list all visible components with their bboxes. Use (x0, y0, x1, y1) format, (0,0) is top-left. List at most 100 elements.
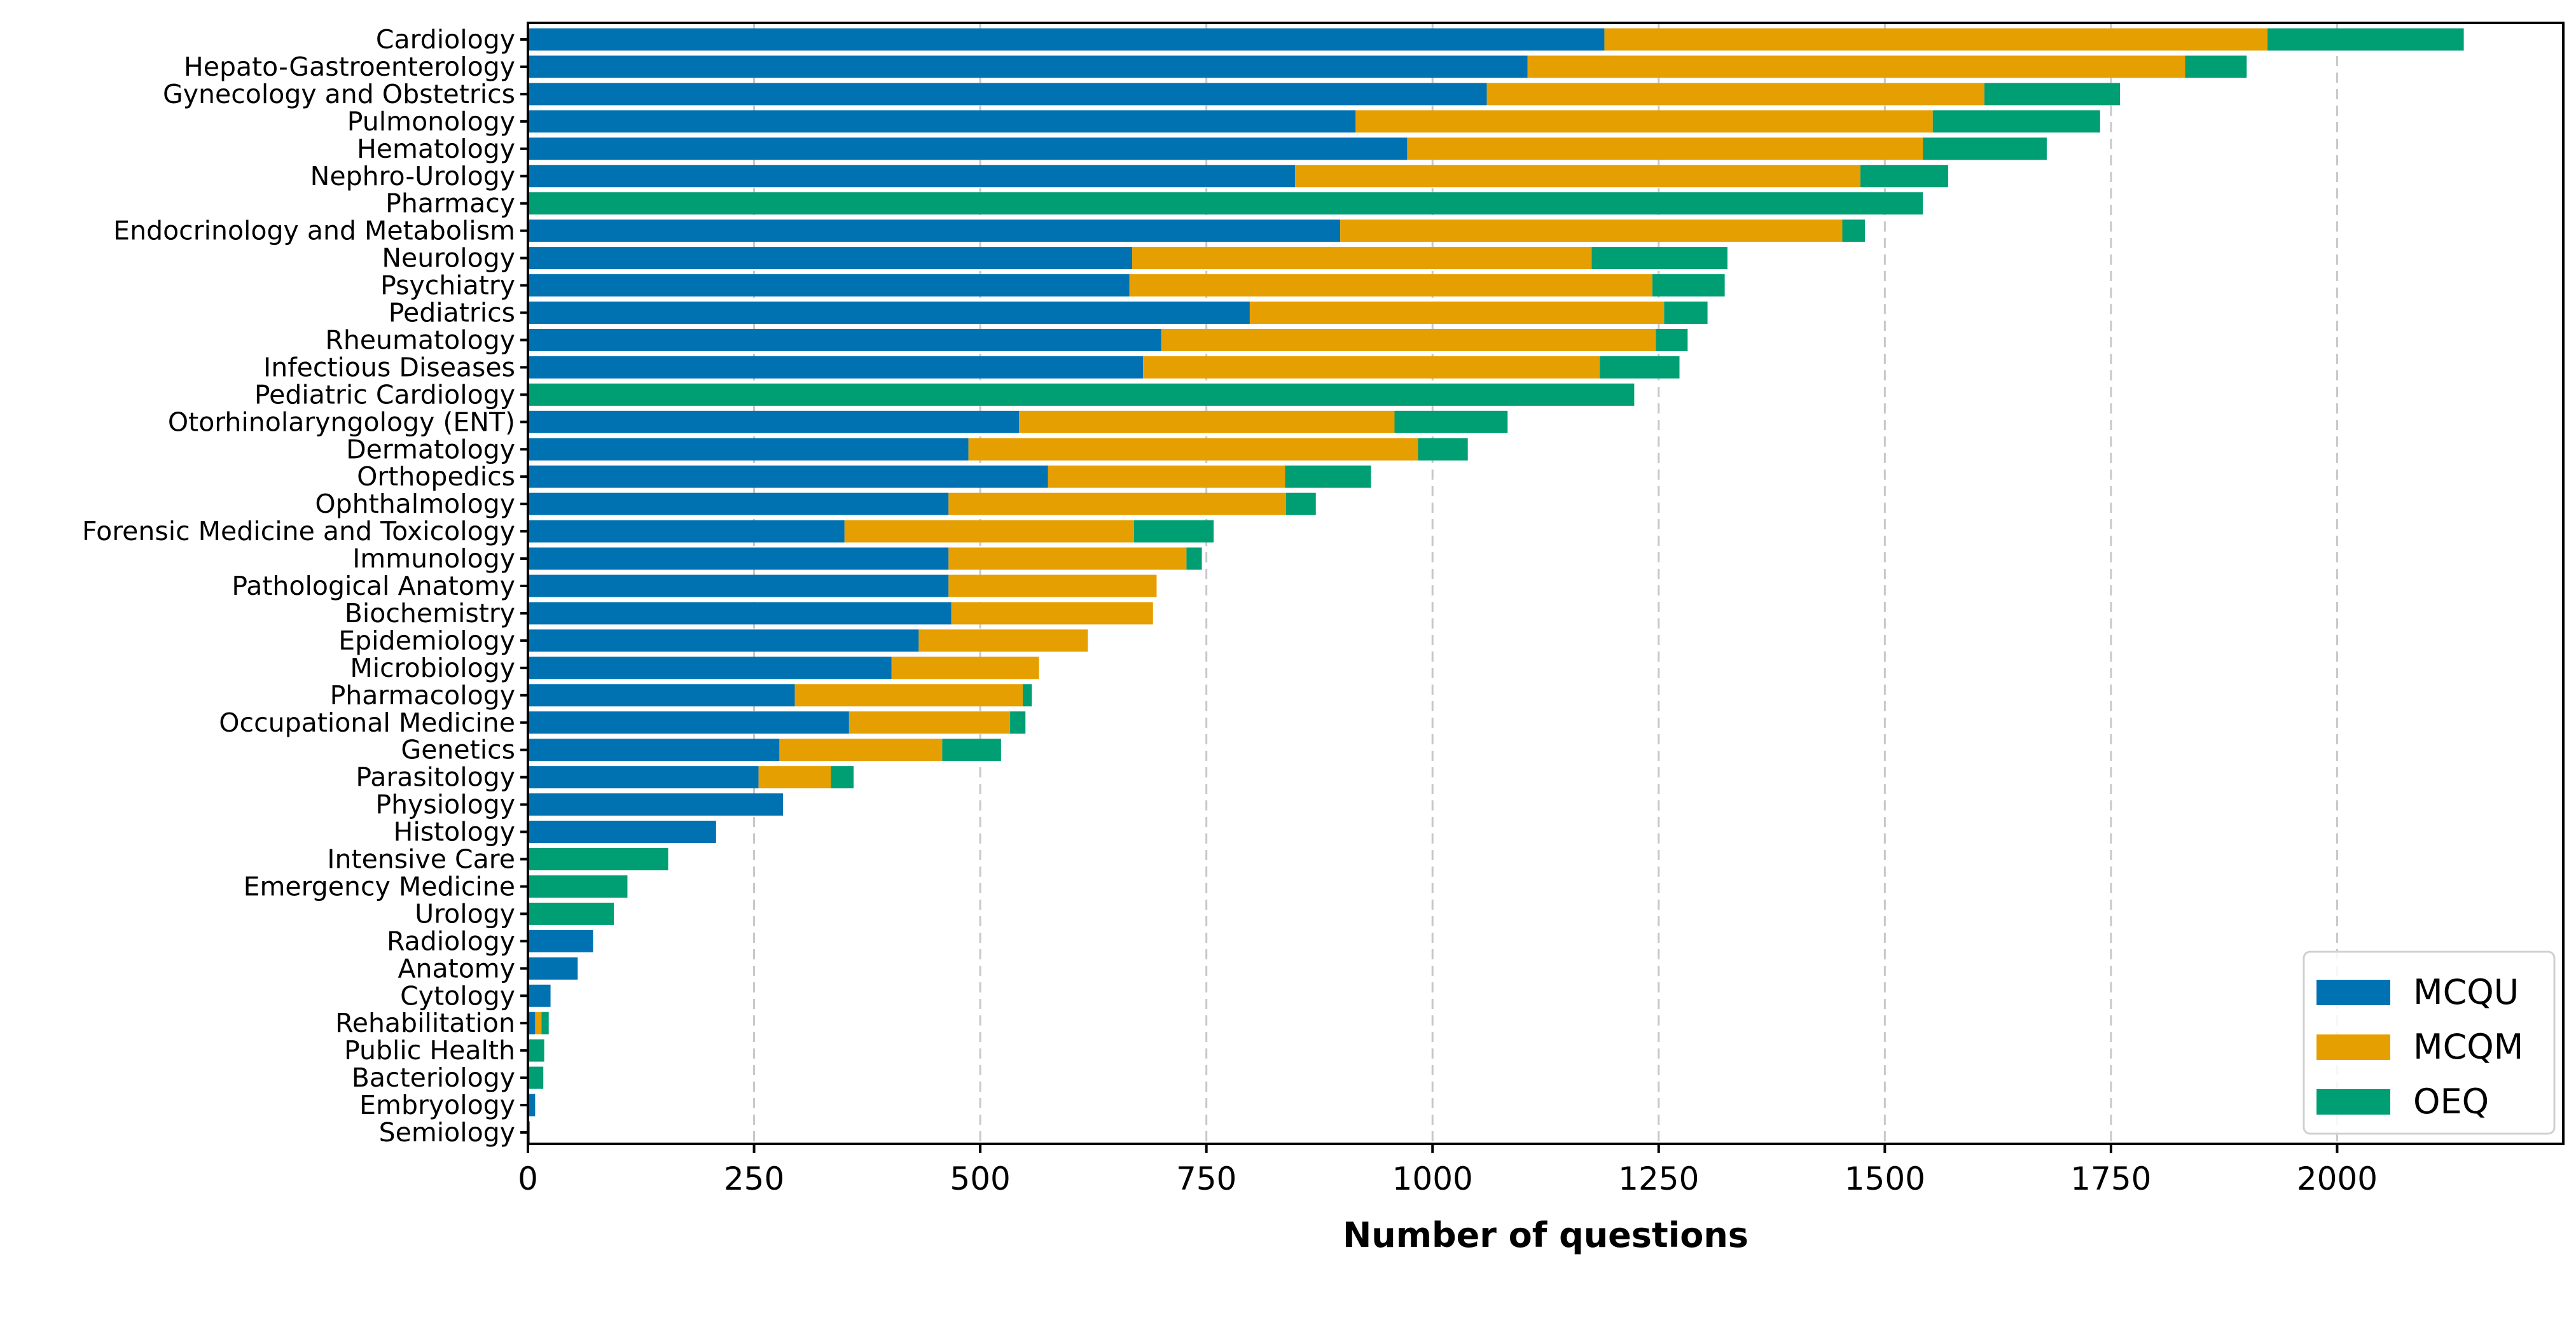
y-tick-label: Immunology (352, 543, 515, 574)
y-tick-label: Neurology (382, 243, 515, 274)
y-tick-label: Hematology (357, 134, 515, 164)
bar-segment-oeq (1418, 438, 1468, 461)
bar-segment-mcqm (948, 547, 1187, 570)
y-tick-label: Infectious Diseases (263, 352, 515, 382)
legend-label: MCQU (2413, 972, 2519, 1012)
y-tick-label: Embryology (359, 1090, 515, 1120)
y-tick-label: Psychiatry (380, 270, 515, 301)
bar-segment-mcqu (528, 110, 1356, 133)
bar-segment-mcqu (528, 957, 578, 980)
bar-segment-mcqm (1340, 219, 1843, 242)
bar-segment-mcqu (528, 247, 1133, 270)
x-tick-label: 250 (724, 1160, 784, 1197)
bar-segment-mcqu (528, 165, 1296, 188)
bar-segment-mcqm (968, 438, 1418, 461)
bar-segment-oeq (1664, 302, 1708, 324)
bar-segment-oeq (2185, 55, 2247, 78)
bar-segment-mcqu (528, 410, 1020, 433)
bar-segment-mcqu (528, 711, 849, 734)
bar-segment-mcqm (1019, 410, 1395, 433)
x-axis: 0 250 500 750 1000 1250 1500 1750 2000 (518, 1144, 2378, 1197)
bar-segment-mcqm (1129, 274, 1652, 297)
y-tick-label: Nephro-Urology (310, 161, 515, 191)
bar-segment-mcqu (528, 219, 1341, 242)
legend: MCQU MCQM OEQ (2302, 950, 2556, 1135)
bar-segment-oeq (1984, 83, 2121, 106)
bar-segment-mcqm (758, 766, 831, 789)
bar-segment-mcqm (1527, 55, 2185, 78)
bar-segment-oeq (942, 739, 1001, 762)
y-tick-label: Rheumatology (325, 324, 515, 355)
legend-swatch-mcqm (2316, 1034, 2390, 1060)
y-tick-label: Pathological Anatomy (232, 571, 515, 601)
bar-segment-mcqm (1161, 328, 1656, 351)
bar-segment-mcqu (528, 929, 593, 952)
y-tick-label: Pharmacology (330, 680, 515, 711)
x-tick-label: 2000 (2297, 1160, 2378, 1197)
bar-segment-mcqu (528, 629, 919, 652)
bar-segment-oeq (1591, 247, 1728, 270)
bars (528, 28, 2464, 1144)
y-tick-label: Gynecology and Obstetrics (163, 79, 515, 109)
bar-segment-mcqu (528, 602, 952, 625)
y-tick-label: Bacteriology (352, 1062, 515, 1093)
y-tick-label: Semiology (379, 1117, 515, 1148)
y-tick-label: Emergency Medicine (244, 871, 515, 901)
bar-segment-mcqm (794, 684, 1023, 707)
bar-segment-mcqu (528, 520, 845, 543)
bar-segment-mcqu (528, 28, 1605, 51)
bar-segment-mcqu (528, 83, 1487, 106)
bar-segment-oeq (528, 848, 668, 870)
x-tick-label: 1250 (1618, 1160, 1699, 1197)
bar-segment-mcqu (528, 55, 1528, 78)
bar-segment-mcqu (528, 356, 1144, 379)
bar-segment-oeq (831, 766, 854, 789)
x-tick-label: 500 (950, 1160, 1010, 1197)
x-tick-label: 0 (518, 1160, 538, 1197)
bar-segment-mcqu (528, 1094, 536, 1117)
bar-segment-mcqu (528, 793, 784, 816)
bar-segment-oeq (1285, 465, 1371, 488)
bar-segment-mcqm (779, 739, 943, 762)
bar-segment-mcqm (951, 602, 1153, 625)
y-tick-label: Parasitology (356, 762, 515, 793)
y-tick-label: Cardiology (376, 24, 515, 55)
bar-segment-mcqu (528, 492, 949, 515)
bar-segment-mcqu (528, 574, 949, 597)
bar-segment-oeq (528, 875, 628, 898)
bar-segment-oeq (1022, 684, 1032, 707)
bar-segment-oeq (1923, 137, 2047, 160)
y-tick-label: Ophthalmology (315, 489, 515, 519)
x-axis-label: Number of questions (1343, 1215, 1748, 1255)
bar-segment-mcqu (528, 302, 1250, 324)
bar-segment-oeq (1932, 110, 2100, 133)
bar-segment-oeq (1394, 410, 1508, 433)
bar-segment-oeq (2267, 28, 2464, 51)
y-tick-label: Cytology (400, 980, 515, 1011)
bar-segment-mcqm (844, 520, 1134, 543)
y-tick-label: Rehabilitation (335, 1008, 515, 1038)
bar-segment-mcqu (528, 274, 1130, 297)
y-tick-label: Endocrinology and Metabolism (113, 216, 515, 246)
x-tick-label: 1500 (1845, 1160, 1925, 1197)
plot-frame (527, 22, 2565, 1145)
bar-segment-oeq (1600, 356, 1680, 379)
bar-segment-mcqm (1249, 302, 1665, 324)
y-tick-label: Pediatrics (389, 298, 515, 328)
bar-segment-mcqm (848, 711, 1011, 734)
y-tick-label: Pediatric Cardiology (254, 379, 515, 410)
y-tick-label: Hepato-Gastroenterology (184, 52, 515, 82)
bar-segment-mcqm (918, 629, 1088, 652)
bar-segment-mcqu (528, 739, 780, 762)
bar-segment-oeq (528, 1066, 544, 1089)
bar-segment-mcqu (528, 984, 551, 1007)
bar-segment-mcqm (1604, 28, 2268, 51)
bar-segment-mcqm (1295, 165, 1860, 188)
x-tick-label: 750 (1176, 1160, 1236, 1197)
bar-segment-oeq (1186, 547, 1202, 570)
bar-segment-mcqu (528, 137, 1408, 160)
x-tick-label: 1000 (1392, 1160, 1473, 1197)
y-tick-label: Dermatology (346, 434, 515, 464)
bar-segment-mcqm (1355, 110, 1933, 133)
legend-label: MCQM (2413, 1027, 2523, 1067)
